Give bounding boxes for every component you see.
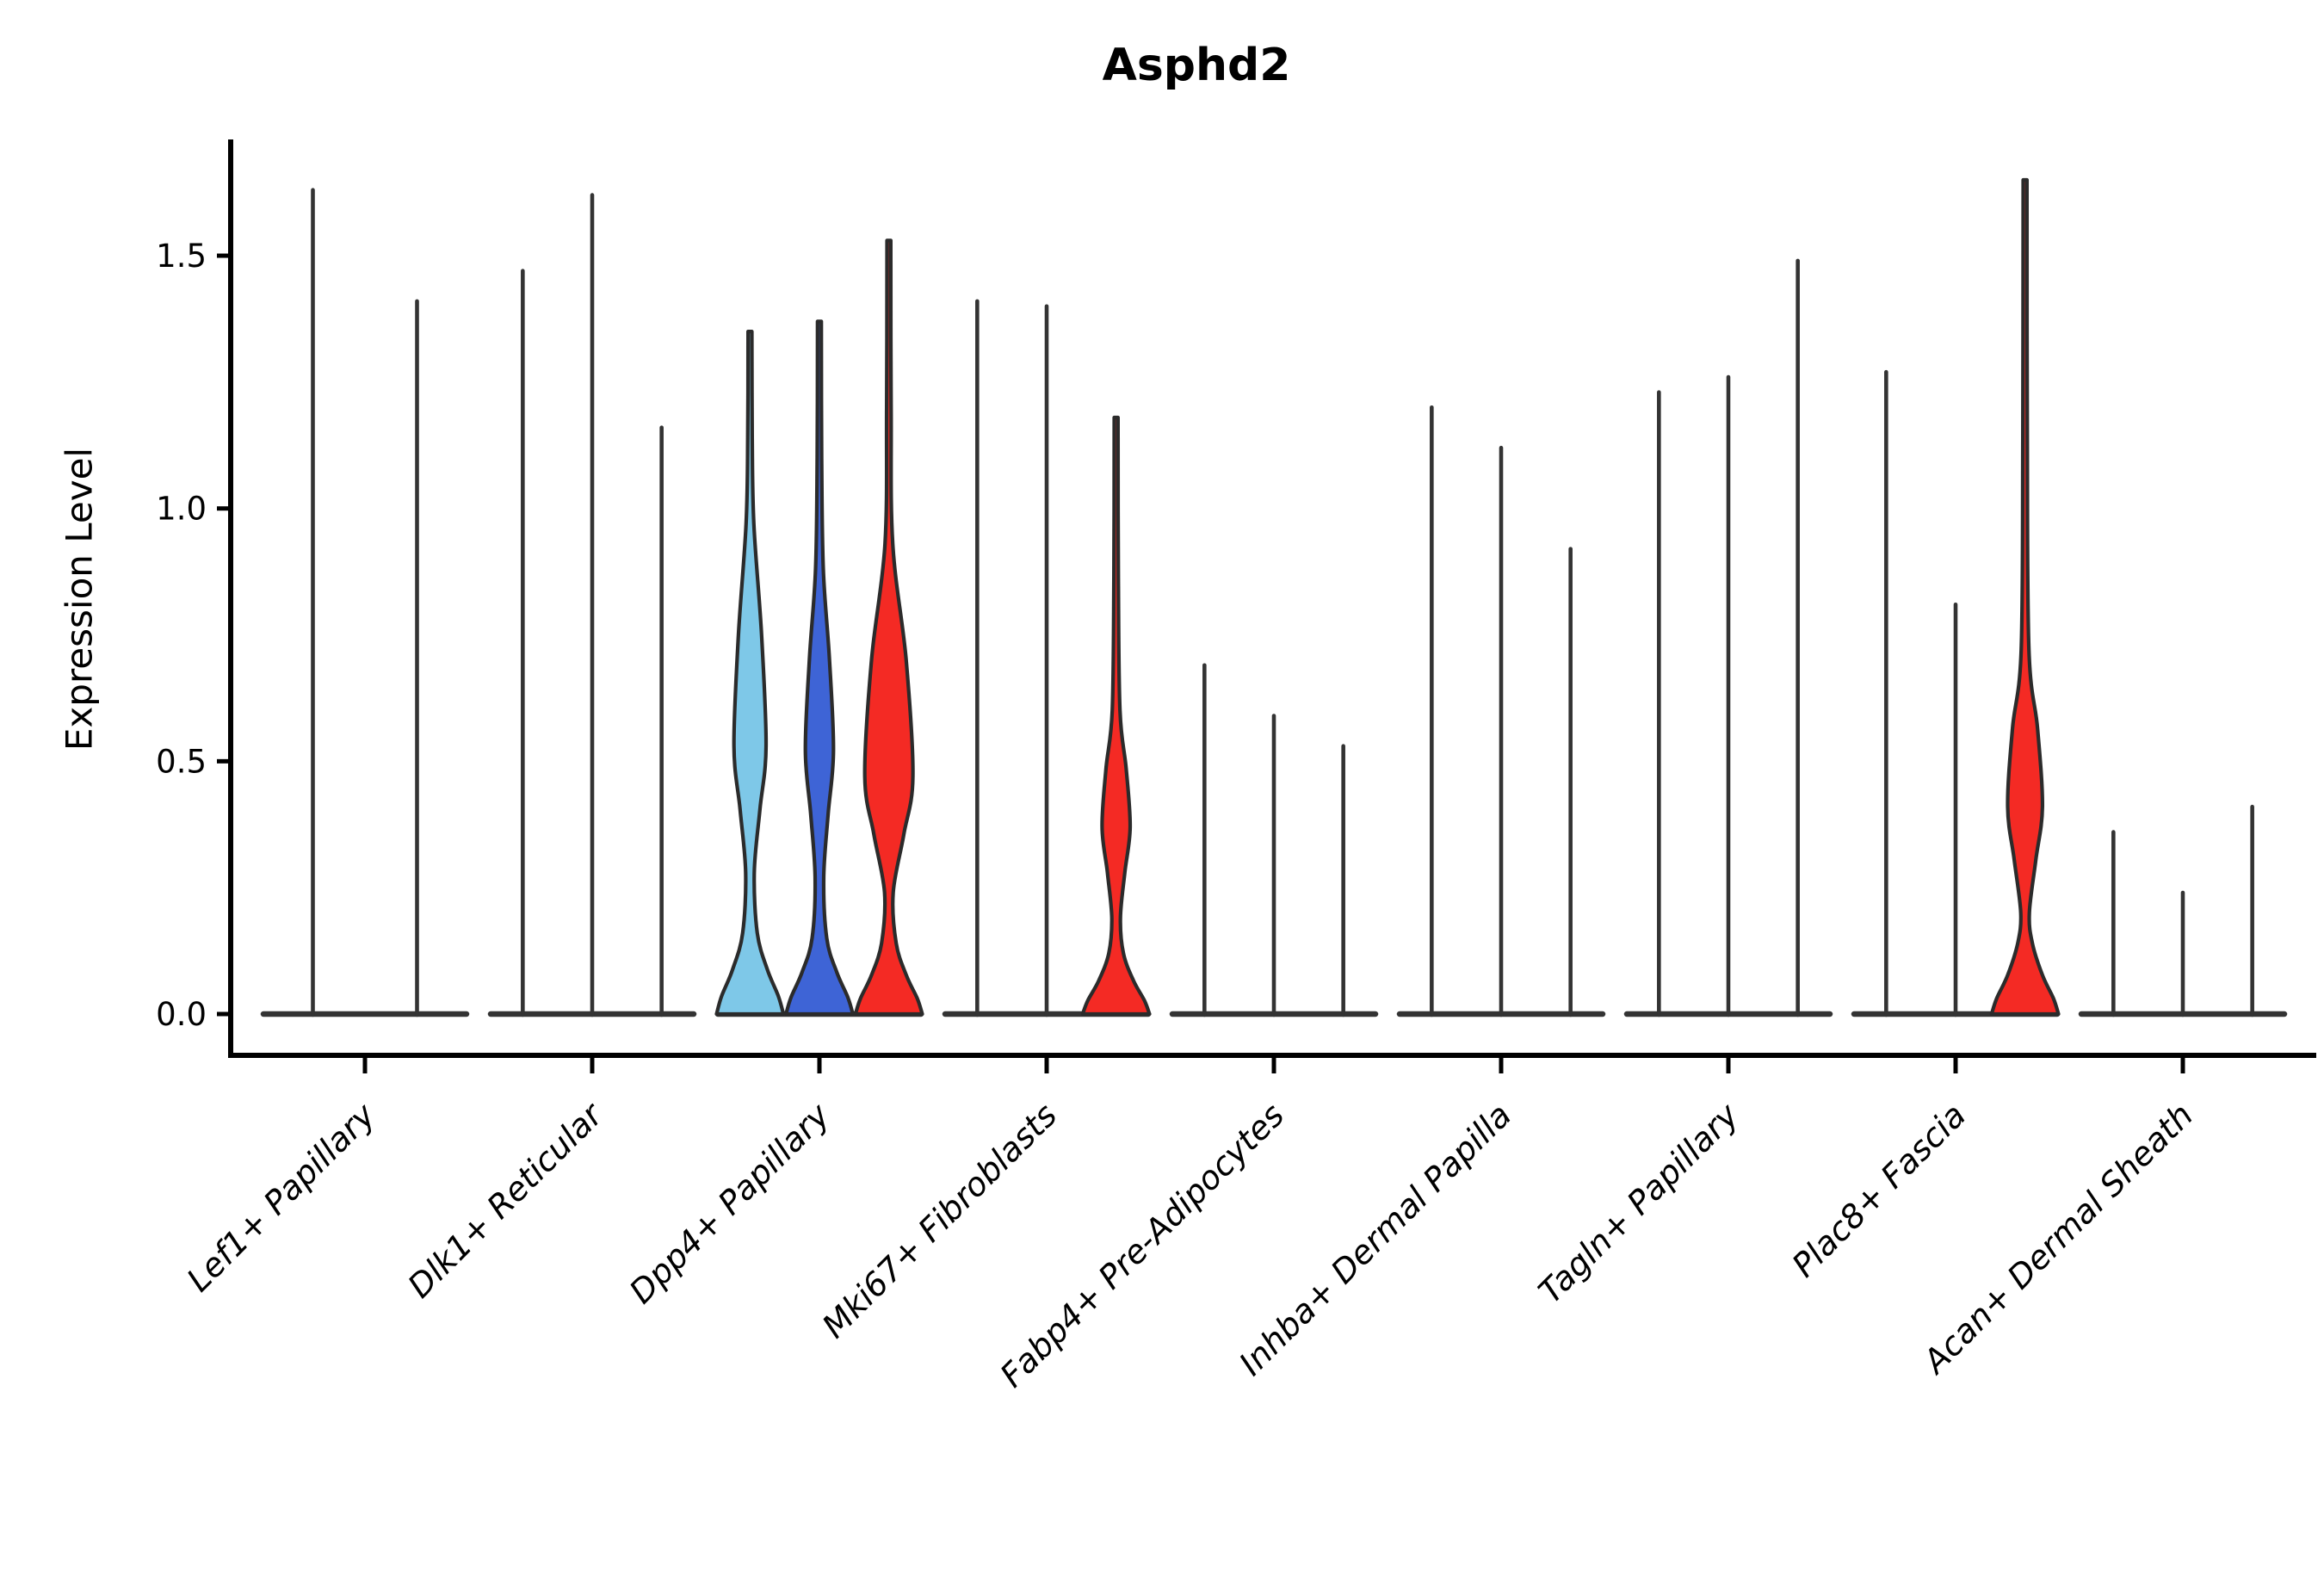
y-tick-label: 0.0 <box>156 996 207 1033</box>
y-tick-label: 0.5 <box>156 743 207 780</box>
x-tick-label: Dlk1+ Reticular <box>400 1095 611 1306</box>
y-tick-label: 1.0 <box>156 491 207 528</box>
y-tick-label: 1.5 <box>156 238 207 275</box>
violin-dark_blue <box>784 319 855 1017</box>
x-tick-label: Tagln+ Papillary <box>1531 1096 1746 1311</box>
violin-red <box>1989 177 2061 1017</box>
x-tick-label: Lef1+ Papillary <box>180 1096 383 1299</box>
violin-red <box>1080 415 1152 1017</box>
violin-light_blue <box>714 330 786 1017</box>
violin-plot-figure: Asphd2 Expression Level 0.0 0.5 1.0 1.5 Lef1… <box>34 14 2324 1563</box>
x-tick-label: Mki67+ Fibroblasts <box>815 1096 1065 1345</box>
x-tick-label: Acan+ Dermal Sheath <box>1914 1096 2201 1382</box>
x-tick-label: Plac8+ Fascia <box>1785 1096 1974 1284</box>
chart-title: Asphd2 <box>1102 40 1291 91</box>
x-tick-label: Dpp4+ Papillary <box>622 1096 838 1311</box>
plot-canvas: 0.0 0.5 1.0 1.5 Lef1+ Papillary Dlk1+ Reticul… <box>156 139 2316 1395</box>
violin-red <box>853 238 924 1017</box>
